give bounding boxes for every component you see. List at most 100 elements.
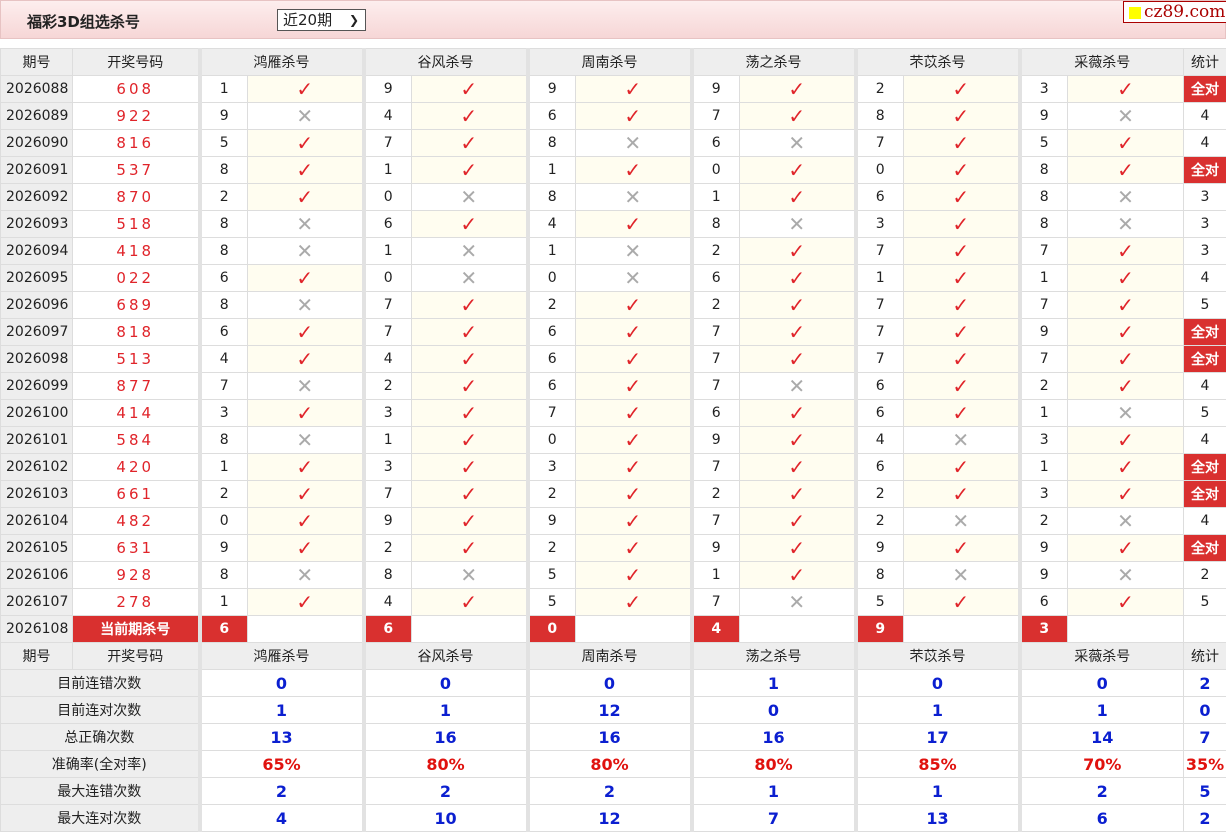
check-icon: ✓ [1067, 156, 1184, 184]
site-logo[interactable]: cz89.com [1123, 1, 1226, 23]
kill-number: 8 [853, 561, 904, 589]
kill-number: 8 [197, 156, 248, 184]
draw-number: 877 [72, 372, 200, 400]
period-cell: 2026105 [0, 534, 73, 562]
check-icon: ✓ [1067, 588, 1184, 616]
check-icon: ✓ [411, 588, 528, 616]
kill-number: 7 [689, 318, 740, 346]
stats-label: 目前连对次数 [0, 696, 200, 724]
kill-number: 1 [525, 156, 576, 184]
kill-number: 3 [853, 210, 904, 238]
kill-number: 7 [689, 507, 740, 535]
kill-number: 0 [525, 264, 576, 292]
kill-number: 6 [853, 372, 904, 400]
check-icon: ✓ [1067, 345, 1184, 373]
cross-icon: ✕ [247, 372, 364, 400]
draw-number: 414 [72, 399, 200, 427]
stats-total: 0 [1183, 696, 1226, 724]
check-icon: ✓ [1067, 75, 1184, 103]
kill-number: 8 [689, 210, 740, 238]
check-icon: ✓ [739, 561, 856, 589]
col-predictor: 采薇杀号 [1017, 642, 1184, 670]
kill-number: 5 [525, 588, 576, 616]
kill-number: 4 [361, 588, 412, 616]
kill-number: 1 [1017, 264, 1068, 292]
kill-number: 6 [689, 264, 740, 292]
stats-value: 80% [689, 750, 856, 778]
kill-number: 9 [361, 507, 412, 535]
kill-number: 2 [361, 372, 412, 400]
check-icon: ✓ [1067, 480, 1184, 508]
col-predictor: 周南杀号 [525, 642, 692, 670]
draw-number: 022 [72, 264, 200, 292]
draw-number: 818 [72, 318, 200, 346]
check-icon: ✓ [575, 534, 692, 562]
kill-number: 4 [853, 426, 904, 454]
cross-icon: ✕ [903, 507, 1020, 535]
check-icon: ✓ [411, 291, 528, 319]
empty-cell [247, 615, 364, 643]
kill-number: 8 [361, 561, 412, 589]
check-icon: ✓ [739, 507, 856, 535]
stats-value: 0 [689, 696, 856, 724]
col-period: 期号 [0, 48, 73, 76]
check-icon: ✓ [411, 372, 528, 400]
kill-number: 2 [197, 183, 248, 211]
stats-total: 35% [1183, 750, 1226, 778]
current-kill-number: 9 [853, 615, 904, 643]
stats-value: 6 [1017, 804, 1184, 832]
stats-value: 13 [197, 723, 364, 751]
kill-number: 4 [525, 210, 576, 238]
check-icon: ✓ [247, 129, 364, 157]
stats-label: 最大连错次数 [0, 777, 200, 805]
kill-number: 8 [197, 210, 248, 238]
kill-number: 3 [1017, 426, 1068, 454]
stats-total: 2 [1183, 669, 1226, 697]
empty-cell [575, 615, 692, 643]
cross-icon: ✕ [1067, 102, 1184, 130]
current-kill-number: 6 [361, 615, 412, 643]
check-icon: ✓ [247, 318, 364, 346]
check-icon: ✓ [739, 264, 856, 292]
table-row: 2026098 513 4 ✓ 4 ✓ 6 ✓ 7 ✓ 7 ✓ 7 ✓ 全对 [0, 345, 1226, 373]
check-icon: ✓ [739, 453, 856, 481]
page-title: 福彩3D组选杀号 [27, 13, 140, 31]
period-select[interactable]: 近20期 ❯ [277, 9, 366, 31]
stat-cell: 全对 [1183, 534, 1226, 562]
stats-value: 0 [525, 669, 692, 697]
kill-number: 9 [197, 102, 248, 130]
check-icon: ✓ [903, 588, 1020, 616]
stats-value: 16 [525, 723, 692, 751]
period-cell: 2026102 [0, 453, 73, 481]
draw-number: 537 [72, 156, 200, 184]
cross-icon: ✕ [247, 237, 364, 265]
stats-value: 1 [853, 696, 1020, 724]
kill-number: 9 [689, 75, 740, 103]
cross-icon: ✕ [903, 426, 1020, 454]
check-icon: ✓ [247, 507, 364, 535]
kill-number: 7 [361, 318, 412, 346]
kill-number: 9 [853, 534, 904, 562]
check-icon: ✓ [575, 291, 692, 319]
check-icon: ✓ [411, 129, 528, 157]
table-row: 2026090 816 5 ✓ 7 ✓ 8 ✕ 6 ✕ 7 ✓ 5 ✓ 4 [0, 129, 1226, 157]
current-row: 2026108 当前期杀号 6 6 0 4 9 3 [0, 615, 1226, 643]
kill-number: 7 [689, 453, 740, 481]
cross-icon: ✕ [247, 102, 364, 130]
table-row: 2026089 922 9 ✕ 4 ✓ 6 ✓ 7 ✓ 8 ✓ 9 ✕ 4 [0, 102, 1226, 130]
cross-icon: ✕ [247, 426, 364, 454]
stats-value: 14 [1017, 723, 1184, 751]
check-icon: ✓ [575, 561, 692, 589]
kill-number: 4 [361, 102, 412, 130]
kill-number: 7 [361, 291, 412, 319]
header-row: 期号 开奖号码 鸿雁杀号 谷风杀号 周南杀号 荡之杀号 芣苡杀号 采薇杀号 统计 [0, 48, 1226, 76]
stat-cell: 全对 [1183, 318, 1226, 346]
check-icon: ✓ [739, 318, 856, 346]
stat-cell: 全对 [1183, 156, 1226, 184]
kill-number: 2 [1017, 507, 1068, 535]
kill-number: 8 [1017, 183, 1068, 211]
kill-number: 8 [525, 129, 576, 157]
kill-number: 1 [1017, 453, 1068, 481]
kill-number: 5 [1017, 129, 1068, 157]
empty-cell [411, 615, 528, 643]
